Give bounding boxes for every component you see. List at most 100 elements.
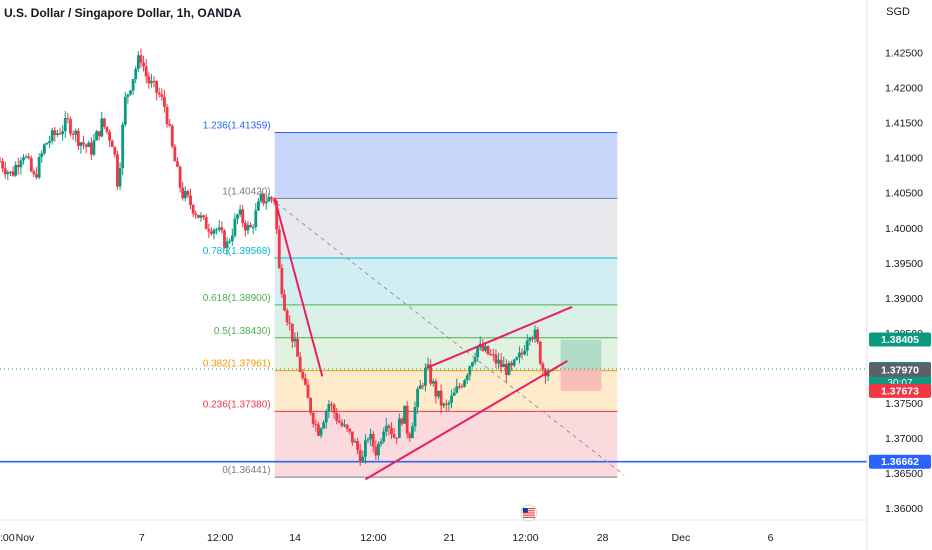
- candle-body: [50, 130, 54, 142]
- candle-series: [0, 48, 550, 466]
- candle-body: [136, 55, 140, 69]
- candle-body: [108, 131, 112, 141]
- candle-body: [246, 224, 250, 231]
- fib-label: 0(1.36441): [222, 465, 270, 476]
- candle-body: [223, 230, 226, 248]
- candle-body: [280, 268, 284, 295]
- candle-body: [97, 131, 101, 137]
- flag-stripe: [522, 510, 535, 512]
- candle-body: [533, 329, 537, 339]
- candle-body: [523, 350, 527, 355]
- candle-body: [361, 456, 365, 463]
- candle-body: [410, 426, 414, 439]
- candle-body: [272, 199, 276, 202]
- candle-body: [230, 235, 234, 242]
- time-axis[interactable]: :00 Nov 7 12:00 14 12:00 21 12:00 28 Dec 6: [0, 519, 867, 544]
- candle-body: [499, 359, 503, 368]
- event-marker[interactable]: [520, 504, 538, 522]
- candle-body: [110, 140, 114, 147]
- candle-body: [491, 354, 495, 356]
- candle-body: [220, 227, 224, 231]
- candle-body: [160, 94, 164, 97]
- candle-body: [536, 329, 540, 342]
- candle-body: [105, 126, 109, 132]
- candle-body: [144, 66, 148, 77]
- candle-body: [413, 407, 417, 427]
- candle-body: [364, 440, 367, 457]
- fib-label: 0.382(1.37961): [203, 359, 271, 370]
- candle-body: [309, 398, 312, 413]
- position-tool[interactable]: [560, 339, 602, 391]
- price-label-box: [869, 363, 931, 378]
- candle-body: [58, 133, 62, 135]
- candle-body: [191, 205, 195, 214]
- time-tick-label: 12:00: [360, 532, 386, 544]
- price-tick-label: 1.39500: [885, 258, 923, 270]
- candle-body: [463, 380, 466, 387]
- candle-body: [437, 390, 440, 397]
- candle-body: [259, 193, 263, 202]
- wedge-upper-line: [426, 306, 573, 369]
- candle-body: [126, 94, 130, 97]
- candle-body: [69, 119, 72, 134]
- candle-body: [426, 364, 430, 368]
- reference-lines: [0, 368, 867, 463]
- price-tick-label: 1.37500: [885, 398, 923, 410]
- candle-body: [311, 412, 315, 424]
- candle-body: [63, 118, 67, 132]
- candle-body: [42, 144, 46, 154]
- candle-body: [3, 168, 7, 175]
- candle-body: [139, 55, 143, 63]
- candle-body: [431, 381, 435, 384]
- candle-body: [525, 340, 529, 351]
- candle-body: [45, 142, 49, 145]
- candle-body: [429, 364, 433, 384]
- candle-body: [379, 441, 383, 445]
- candle-body: [369, 433, 373, 440]
- candle-body: [251, 227, 255, 229]
- candle-body: [303, 378, 307, 385]
- candle-body: [142, 62, 145, 67]
- fib-level-labels: 1.236(1.41359) 1(1.40420) 0.786(1.39568) 0.…: [203, 121, 271, 477]
- candle-body: [507, 362, 511, 375]
- candle-body: [225, 241, 229, 248]
- price-tick-label: 1.42500: [885, 48, 923, 60]
- candle-body: [100, 118, 104, 137]
- currency-label: SGD: [886, 6, 910, 18]
- fib-zone: [274, 411, 618, 478]
- candle-body: [497, 359, 500, 364]
- candle-body: [421, 385, 425, 387]
- candle-body: [95, 131, 98, 141]
- candle-body: [24, 156, 28, 158]
- candle-body: [82, 142, 85, 145]
- price-tick-label: 1.37000: [885, 433, 923, 445]
- candle-body: [450, 395, 453, 403]
- candle-body: [129, 90, 132, 95]
- candle-body: [392, 434, 396, 438]
- price-axis[interactable]: 1.42500 1.42000 1.41500 1.41000 1.40500 1.400…: [866, 0, 923, 550]
- candle-body: [233, 218, 237, 236]
- candle-body: [155, 81, 159, 93]
- candle-body: [275, 201, 279, 230]
- trend-drawings[interactable]: [273, 198, 625, 481]
- candle-body: [19, 160, 23, 168]
- price-tick-label: 1.42000: [885, 83, 923, 95]
- candle-body: [183, 191, 187, 199]
- candle-body: [264, 201, 268, 204]
- candle-body: [199, 215, 203, 218]
- candle-body: [343, 424, 346, 426]
- price-tick-label: 1.36500: [885, 468, 923, 480]
- price-label-box: [869, 332, 931, 347]
- candle-body: [283, 294, 286, 311]
- candle-body: [217, 227, 221, 230]
- candle-body: [118, 168, 122, 187]
- candle-body: [212, 229, 216, 234]
- chart-title: U.S. Dollar / Singapore Dollar, 1h, OAND…: [4, 6, 242, 20]
- candle-body: [327, 404, 331, 412]
- candle-body: [6, 172, 10, 175]
- candle-body: [348, 428, 352, 432]
- candle-body: [395, 437, 399, 439]
- fib-zone: [274, 198, 618, 259]
- candle-body: [202, 215, 205, 218]
